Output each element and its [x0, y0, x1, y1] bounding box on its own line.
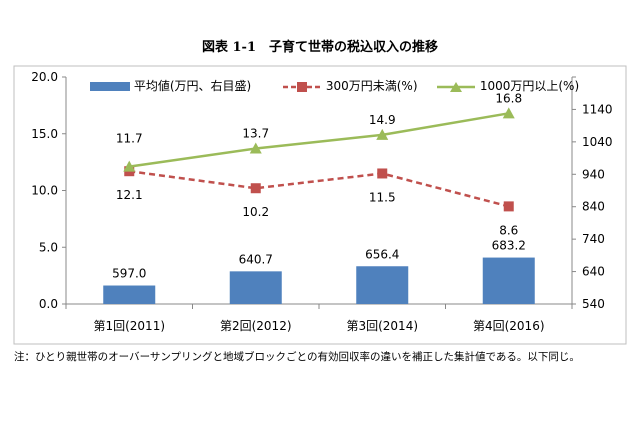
right-tick-label: 940	[582, 167, 605, 181]
left-tick-label: 20.0	[31, 70, 58, 84]
legend-swatch-over1000	[437, 81, 475, 92]
x-tick-label: 第2回(2012)	[220, 319, 292, 333]
line-data-label: 16.8	[495, 91, 522, 105]
x-tick-label: 第4回(2016)	[473, 319, 545, 333]
data-point	[376, 128, 389, 140]
legend-label-bar: 平均値(万円、右目盛)	[133, 79, 252, 93]
data-point	[502, 107, 515, 119]
data-point	[249, 142, 262, 154]
bar	[356, 266, 409, 304]
data-point	[250, 183, 261, 194]
line-data-label: 10.2	[242, 205, 269, 219]
bar	[103, 285, 156, 304]
line-data-label: 11.7	[116, 132, 143, 146]
legend-item-bar: 平均値(万円、右目盛)	[90, 77, 251, 94]
left-tick-label: 10.0	[31, 184, 58, 198]
left-tick-label: 0.0	[39, 297, 58, 311]
bar-data-label: 683.2	[492, 239, 526, 253]
line-data-label: 12.1	[116, 188, 143, 202]
data-point	[503, 201, 514, 212]
line-data-label: 8.6	[499, 223, 518, 237]
legend-item-under300: 300万円未満(%)	[282, 77, 418, 94]
right-tick-label: 840	[582, 200, 605, 214]
left-tick-label: 5.0	[39, 240, 58, 254]
data-point	[377, 168, 388, 179]
left-tick-label: 15.0	[31, 127, 58, 141]
right-tick-label: 1140	[582, 102, 613, 116]
x-tick-label: 第1回(2011)	[93, 319, 165, 333]
right-tick-label: 1040	[582, 135, 613, 149]
legend-label-over1000: 1000万円以上(%)	[479, 79, 580, 93]
legend-swatch-bar	[90, 82, 130, 91]
x-tick-label: 第3回(2014)	[346, 319, 418, 333]
bar	[229, 271, 282, 304]
legend-item-over1000: 1000万円以上(%)	[436, 77, 579, 94]
right-tick-label: 540	[582, 297, 605, 311]
line-data-label: 14.9	[369, 113, 396, 127]
bar-data-label: 597.0	[112, 267, 146, 281]
line-data-label: 11.5	[369, 190, 396, 204]
line-data-label: 13.7	[242, 127, 269, 141]
bar	[482, 257, 535, 304]
series-line	[129, 112, 509, 168]
bar-data-label: 640.7	[239, 252, 273, 266]
right-tick-label: 640	[582, 265, 605, 279]
right-tick-label: 740	[582, 232, 605, 246]
series-line	[129, 169, 510, 208]
chart-title: 図表 1-1 子育て世帯の税込収入の推移	[201, 40, 438, 55]
legend-swatch-under300	[283, 81, 321, 92]
chart-frame	[13, 65, 627, 345]
footnote: 注：ひとり親世帯のオーバーサンプリングと地域ブロックごとの有効回収率の違いを補正…	[14, 351, 580, 363]
data-point	[123, 160, 136, 172]
legend-label-under300: 300万円未満(%)	[325, 79, 418, 93]
bar-data-label: 656.4	[365, 247, 399, 261]
